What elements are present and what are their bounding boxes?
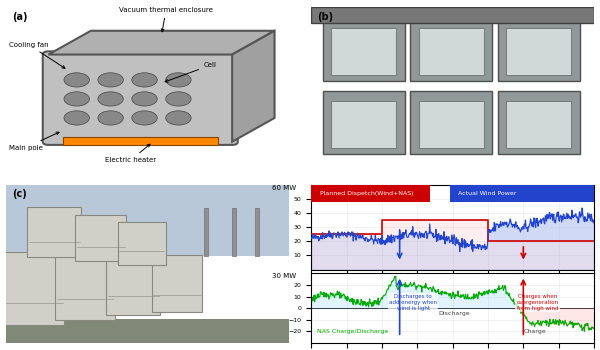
Bar (6, 184, 289, 256)
Text: NAS Charge/Discharge: NAS Charge/Discharge (317, 329, 388, 334)
Circle shape (64, 92, 89, 106)
FancyBboxPatch shape (331, 100, 396, 148)
Circle shape (132, 73, 157, 87)
FancyBboxPatch shape (5, 252, 64, 325)
FancyBboxPatch shape (118, 222, 166, 265)
Circle shape (166, 73, 191, 87)
FancyBboxPatch shape (410, 18, 492, 82)
FancyBboxPatch shape (498, 91, 580, 154)
Text: (c): (c) (11, 189, 26, 199)
Polygon shape (232, 31, 275, 142)
Text: Discharge: Discharge (439, 311, 470, 316)
FancyBboxPatch shape (55, 252, 115, 320)
Circle shape (98, 73, 124, 87)
FancyBboxPatch shape (419, 28, 484, 75)
Bar (232, 208, 236, 256)
Text: Charge: Charge (523, 329, 546, 334)
Text: Main pole: Main pole (9, 132, 59, 150)
Text: (d): (d) (317, 187, 333, 197)
Circle shape (98, 92, 124, 106)
FancyBboxPatch shape (75, 215, 126, 261)
Text: Actual Wind Power: Actual Wind Power (458, 191, 517, 196)
Text: Discharges to
add energy when
wind is light: Discharges to add energy when wind is li… (389, 294, 437, 311)
FancyBboxPatch shape (498, 18, 580, 82)
Bar (204, 208, 208, 256)
Text: (a): (a) (11, 12, 27, 22)
Text: 60 MW: 60 MW (272, 184, 296, 190)
FancyBboxPatch shape (152, 255, 202, 312)
Circle shape (166, 92, 191, 106)
FancyBboxPatch shape (323, 91, 404, 154)
Text: Vacuum thermal enclosure: Vacuum thermal enclosure (119, 7, 213, 32)
FancyBboxPatch shape (43, 51, 238, 145)
FancyBboxPatch shape (410, 91, 492, 154)
Circle shape (166, 111, 191, 125)
FancyBboxPatch shape (506, 28, 571, 75)
FancyBboxPatch shape (323, 18, 404, 82)
Bar (62, 137, 218, 145)
Text: Electric heater: Electric heater (105, 144, 156, 163)
Text: Cell: Cell (165, 62, 217, 82)
Text: Charges when
overgeneration
from high wind: Charges when overgeneration from high wi… (517, 294, 559, 311)
Circle shape (98, 111, 124, 125)
Bar (6, 319, 289, 343)
FancyBboxPatch shape (106, 253, 160, 315)
Circle shape (64, 73, 89, 87)
Text: Planned Dispetch(Wind+NAS): Planned Dispetch(Wind+NAS) (320, 191, 413, 196)
FancyBboxPatch shape (450, 186, 594, 202)
Text: Cooling fan: Cooling fan (9, 42, 65, 68)
Polygon shape (49, 31, 275, 55)
Circle shape (64, 111, 89, 125)
Text: 30 MW: 30 MW (272, 273, 296, 279)
Bar (311, 7, 594, 23)
FancyBboxPatch shape (27, 208, 81, 257)
Bar (255, 208, 259, 256)
FancyBboxPatch shape (331, 28, 396, 75)
FancyBboxPatch shape (311, 186, 430, 202)
FancyBboxPatch shape (506, 100, 571, 148)
Circle shape (132, 111, 157, 125)
Text: (b): (b) (317, 12, 333, 22)
FancyBboxPatch shape (419, 100, 484, 148)
Circle shape (132, 92, 157, 106)
